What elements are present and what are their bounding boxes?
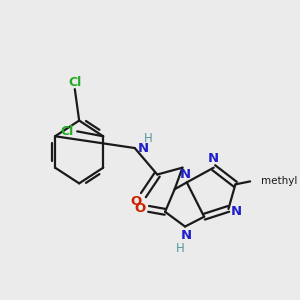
Text: N: N [179,168,191,181]
Text: H: H [176,242,184,255]
Text: N: N [208,152,219,165]
Text: O: O [131,194,142,208]
Text: Cl: Cl [68,76,81,89]
Text: O: O [134,202,146,215]
Text: N: N [137,142,148,154]
Text: H: H [144,132,153,145]
Text: N: N [231,205,242,218]
Text: N: N [180,229,191,242]
Text: methyl: methyl [261,176,297,186]
Text: Cl: Cl [60,125,74,138]
